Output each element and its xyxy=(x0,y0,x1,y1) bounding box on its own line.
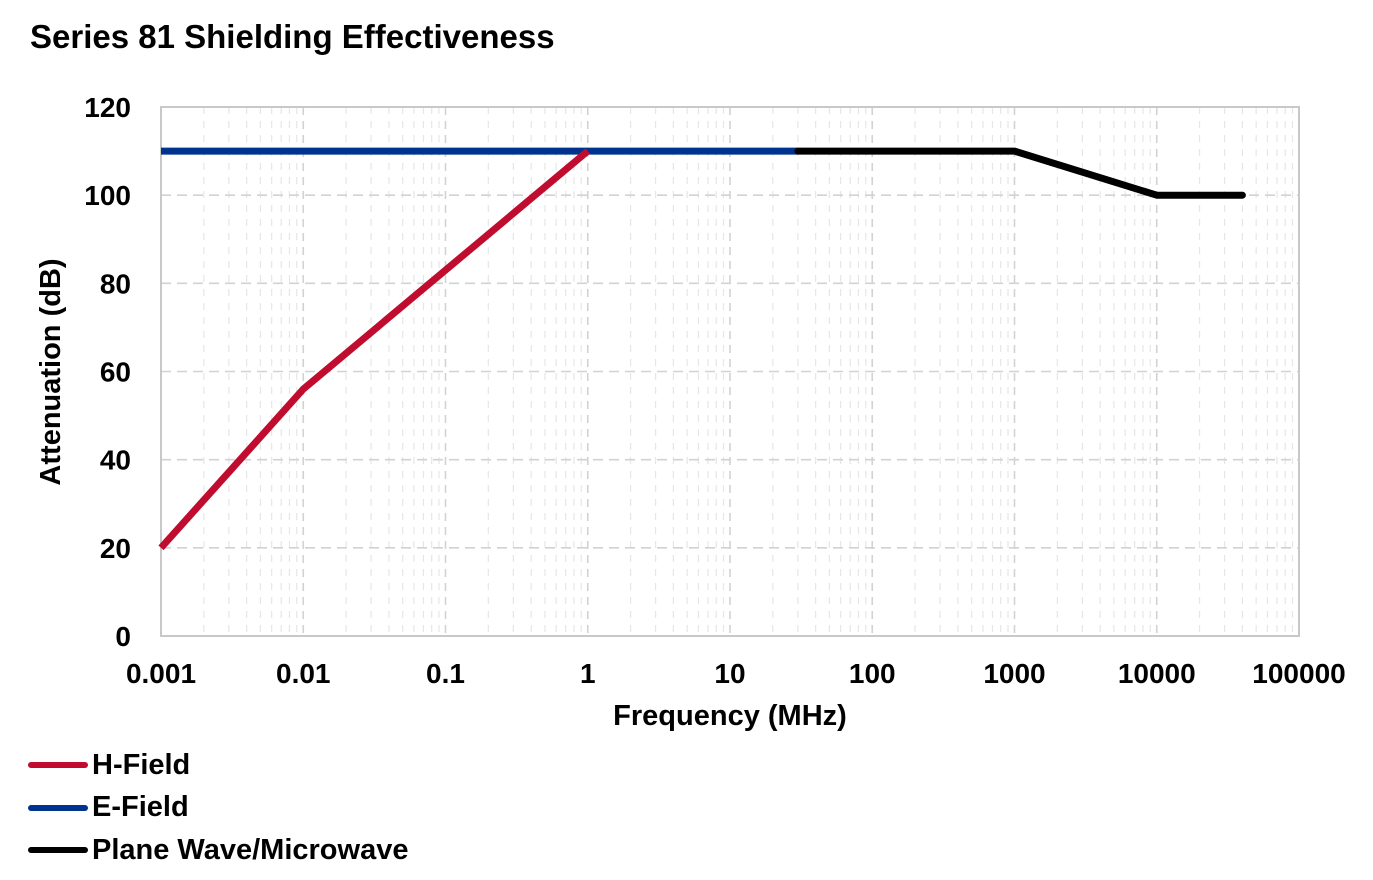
x-axis-label: Frequency (MHz) xyxy=(613,700,847,732)
legend-item-plane-wave: Plane Wave/Microwave xyxy=(28,829,408,872)
x-tick-label: 10000 xyxy=(1118,658,1196,689)
legend-label-h-field: H-Field xyxy=(92,748,191,781)
plot-frame xyxy=(160,106,1300,637)
legend: H-Field E-Field Plane Wave/Microwave xyxy=(28,744,408,872)
y-tick-label: 60 xyxy=(100,357,131,388)
h-field-line xyxy=(158,148,591,551)
y-tick-label: 0 xyxy=(115,621,131,652)
legend-item-h-field: H-Field xyxy=(28,744,408,787)
chart-title: Series 81 Shielding Effectiveness xyxy=(30,18,555,55)
x-tick-label: 0.001 xyxy=(126,658,196,689)
legend-swatch-h-field xyxy=(28,762,88,769)
y-tick-label: 120 xyxy=(84,92,131,123)
legend-swatch-e-field xyxy=(28,804,88,811)
legend-label-plane-wave: Plane Wave/Microwave xyxy=(92,833,409,866)
series-layer xyxy=(158,147,1246,551)
x-tick-label: 100 xyxy=(849,658,896,689)
x-axis-ticks: 0.001 0.01 0.1 1 10 100 1000 10000 100000 xyxy=(126,658,1346,689)
x-tick-label: 1 xyxy=(580,658,596,689)
x-tick-label: 1000 xyxy=(983,658,1045,689)
y-tick-label: 20 xyxy=(100,533,131,564)
x-tick-label: 100000 xyxy=(1252,658,1345,689)
legend-swatch-plane-wave xyxy=(28,847,88,854)
y-axis-ticks: 0 20 40 60 80 100 120 xyxy=(84,92,131,652)
legend-label-e-field: E-Field xyxy=(92,791,189,824)
plane-wave-line xyxy=(794,147,1246,199)
y-axis-label: Attenuation (dB) xyxy=(35,258,67,485)
x-tick-label: 0.1 xyxy=(426,658,465,689)
legend-item-e-field: E-Field xyxy=(28,787,408,830)
y-tick-label: 80 xyxy=(100,268,131,299)
x-tick-label: 10 xyxy=(714,658,745,689)
y-tick-label: 100 xyxy=(84,180,131,211)
y-tick-label: 40 xyxy=(100,445,131,476)
x-tick-label: 0.01 xyxy=(276,658,331,689)
